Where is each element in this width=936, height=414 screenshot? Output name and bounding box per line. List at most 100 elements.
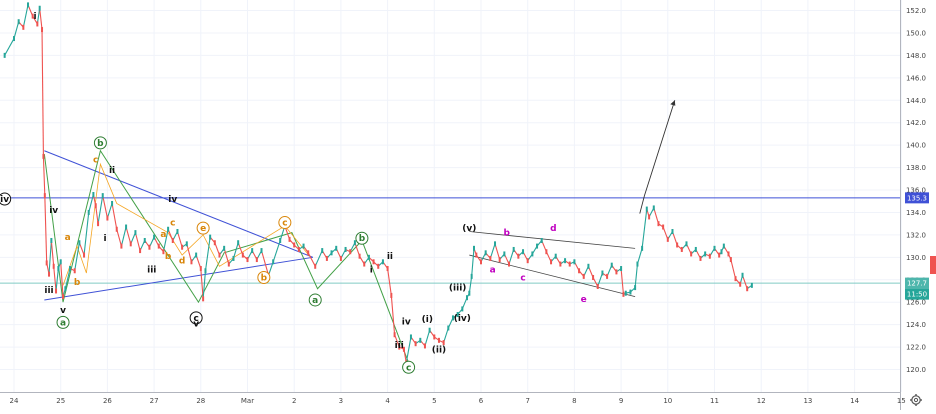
- current-price-text: 127.7: [907, 280, 927, 288]
- wave-label: b: [74, 278, 81, 288]
- y-tick-label: 148.0: [906, 52, 926, 60]
- candle-body: [615, 269, 618, 275]
- wave-label: iii: [395, 341, 404, 351]
- candle-body: [419, 337, 422, 343]
- x-tick-label: 24: [10, 397, 19, 405]
- candle-body: [480, 259, 482, 265]
- candle-body: [363, 261, 366, 267]
- candle-body: [503, 251, 506, 257]
- candle-body: [41, 27, 44, 33]
- scale-edge-marker: [930, 256, 936, 274]
- candle-body: [48, 271, 51, 277]
- x-tick-label: Mar: [241, 397, 254, 405]
- candle-body: [339, 255, 342, 261]
- candle-body: [22, 24, 25, 30]
- current-price-badge: [905, 277, 929, 289]
- candle-body: [241, 252, 244, 258]
- wave-label: ii: [109, 166, 115, 176]
- candle-body: [433, 334, 436, 340]
- x-axis[interactable]: 24 25 26 27 28 Mar 2 3 4 5 6 7 8 9 10 11 12 13 14 15: [0, 392, 906, 406]
- price-segment: [36, 8, 41, 25]
- price-segment: [405, 336, 412, 363]
- price-segment: [42, 156, 46, 196]
- price-segment: [74, 242, 80, 271]
- price-segment: [39, 8, 43, 30]
- candle-body: [393, 332, 396, 338]
- price-segment: [232, 242, 239, 259]
- price-segment: [120, 226, 127, 247]
- candle-body: [645, 206, 648, 212]
- candle-body: [31, 13, 34, 19]
- price-segment: [730, 259, 737, 279]
- candle-body: [83, 252, 86, 258]
- price-segment: [83, 212, 90, 256]
- candle-body: [671, 229, 674, 235]
- candle-body: [489, 255, 492, 261]
- candle-body: [522, 249, 525, 255]
- x-tick-label: 15: [897, 397, 906, 405]
- price-badges: 135.3 127.7 11:50: [905, 192, 929, 300]
- candle-body: [428, 327, 431, 333]
- candle-body: [297, 246, 300, 252]
- wave-label: ii: [387, 252, 393, 262]
- price-segment: [202, 270, 207, 299]
- candle-body: [372, 259, 375, 265]
- candle-body: [596, 283, 599, 289]
- y-tick-label: 132.0: [906, 231, 926, 239]
- wave-label: d: [179, 257, 185, 267]
- candle-body: [610, 262, 613, 268]
- candle-body: [52, 263, 55, 269]
- candle-body: [718, 252, 721, 258]
- candle-body: [62, 294, 65, 300]
- y-axis[interactable]: 120.0122.0124.0126.0128.0130.0132.0134.0…: [900, 0, 927, 410]
- candle-body: [722, 243, 725, 249]
- candle-body: [442, 340, 445, 346]
- candle-body: [190, 259, 193, 265]
- wave-label: v: [60, 306, 66, 316]
- candle-body: [390, 292, 393, 298]
- wave-label: c: [282, 219, 287, 229]
- candle-body: [398, 344, 401, 350]
- candle-body: [148, 244, 151, 250]
- wave-label-circle: [189, 311, 203, 325]
- price-segment: [41, 29, 44, 157]
- candle-body: [386, 266, 389, 272]
- candle-body: [484, 250, 487, 256]
- price-segment: [471, 248, 475, 277]
- candle-body: [409, 334, 412, 340]
- y-tick-label: 150.0: [906, 29, 926, 37]
- candle-body: [634, 285, 637, 291]
- candle-body: [685, 241, 688, 247]
- candle-body: [601, 270, 604, 276]
- countdown-text: 11:50: [907, 291, 927, 299]
- candle-body: [451, 315, 454, 321]
- y-tick-label: 146.0: [906, 74, 926, 82]
- price-segment: [162, 229, 169, 252]
- candle-body: [251, 248, 254, 254]
- candle-body: [720, 249, 723, 255]
- wave-label: (i): [422, 315, 433, 325]
- candle-body: [218, 252, 221, 258]
- x-tick-label: 8: [572, 397, 576, 405]
- wave-label: b: [165, 252, 172, 262]
- candle-body: [708, 253, 711, 259]
- wave-label: e: [200, 224, 206, 234]
- price-segment: [111, 203, 118, 230]
- candle-body: [641, 245, 644, 251]
- candle-body: [699, 255, 702, 261]
- candle-body: [115, 226, 118, 232]
- wave-label-circle: [278, 216, 292, 230]
- candle-body: [293, 242, 296, 248]
- candle-body: [134, 230, 137, 236]
- price-segment: [60, 261, 64, 297]
- candle-body: [27, 2, 30, 8]
- gear-icon[interactable]: [910, 394, 922, 406]
- candle-body: [69, 266, 72, 272]
- price-segment: [102, 195, 108, 219]
- candle-body: [470, 273, 473, 279]
- candle-body: [111, 200, 114, 206]
- wave-label: c: [193, 314, 198, 324]
- x-tick-label: 2: [292, 397, 296, 405]
